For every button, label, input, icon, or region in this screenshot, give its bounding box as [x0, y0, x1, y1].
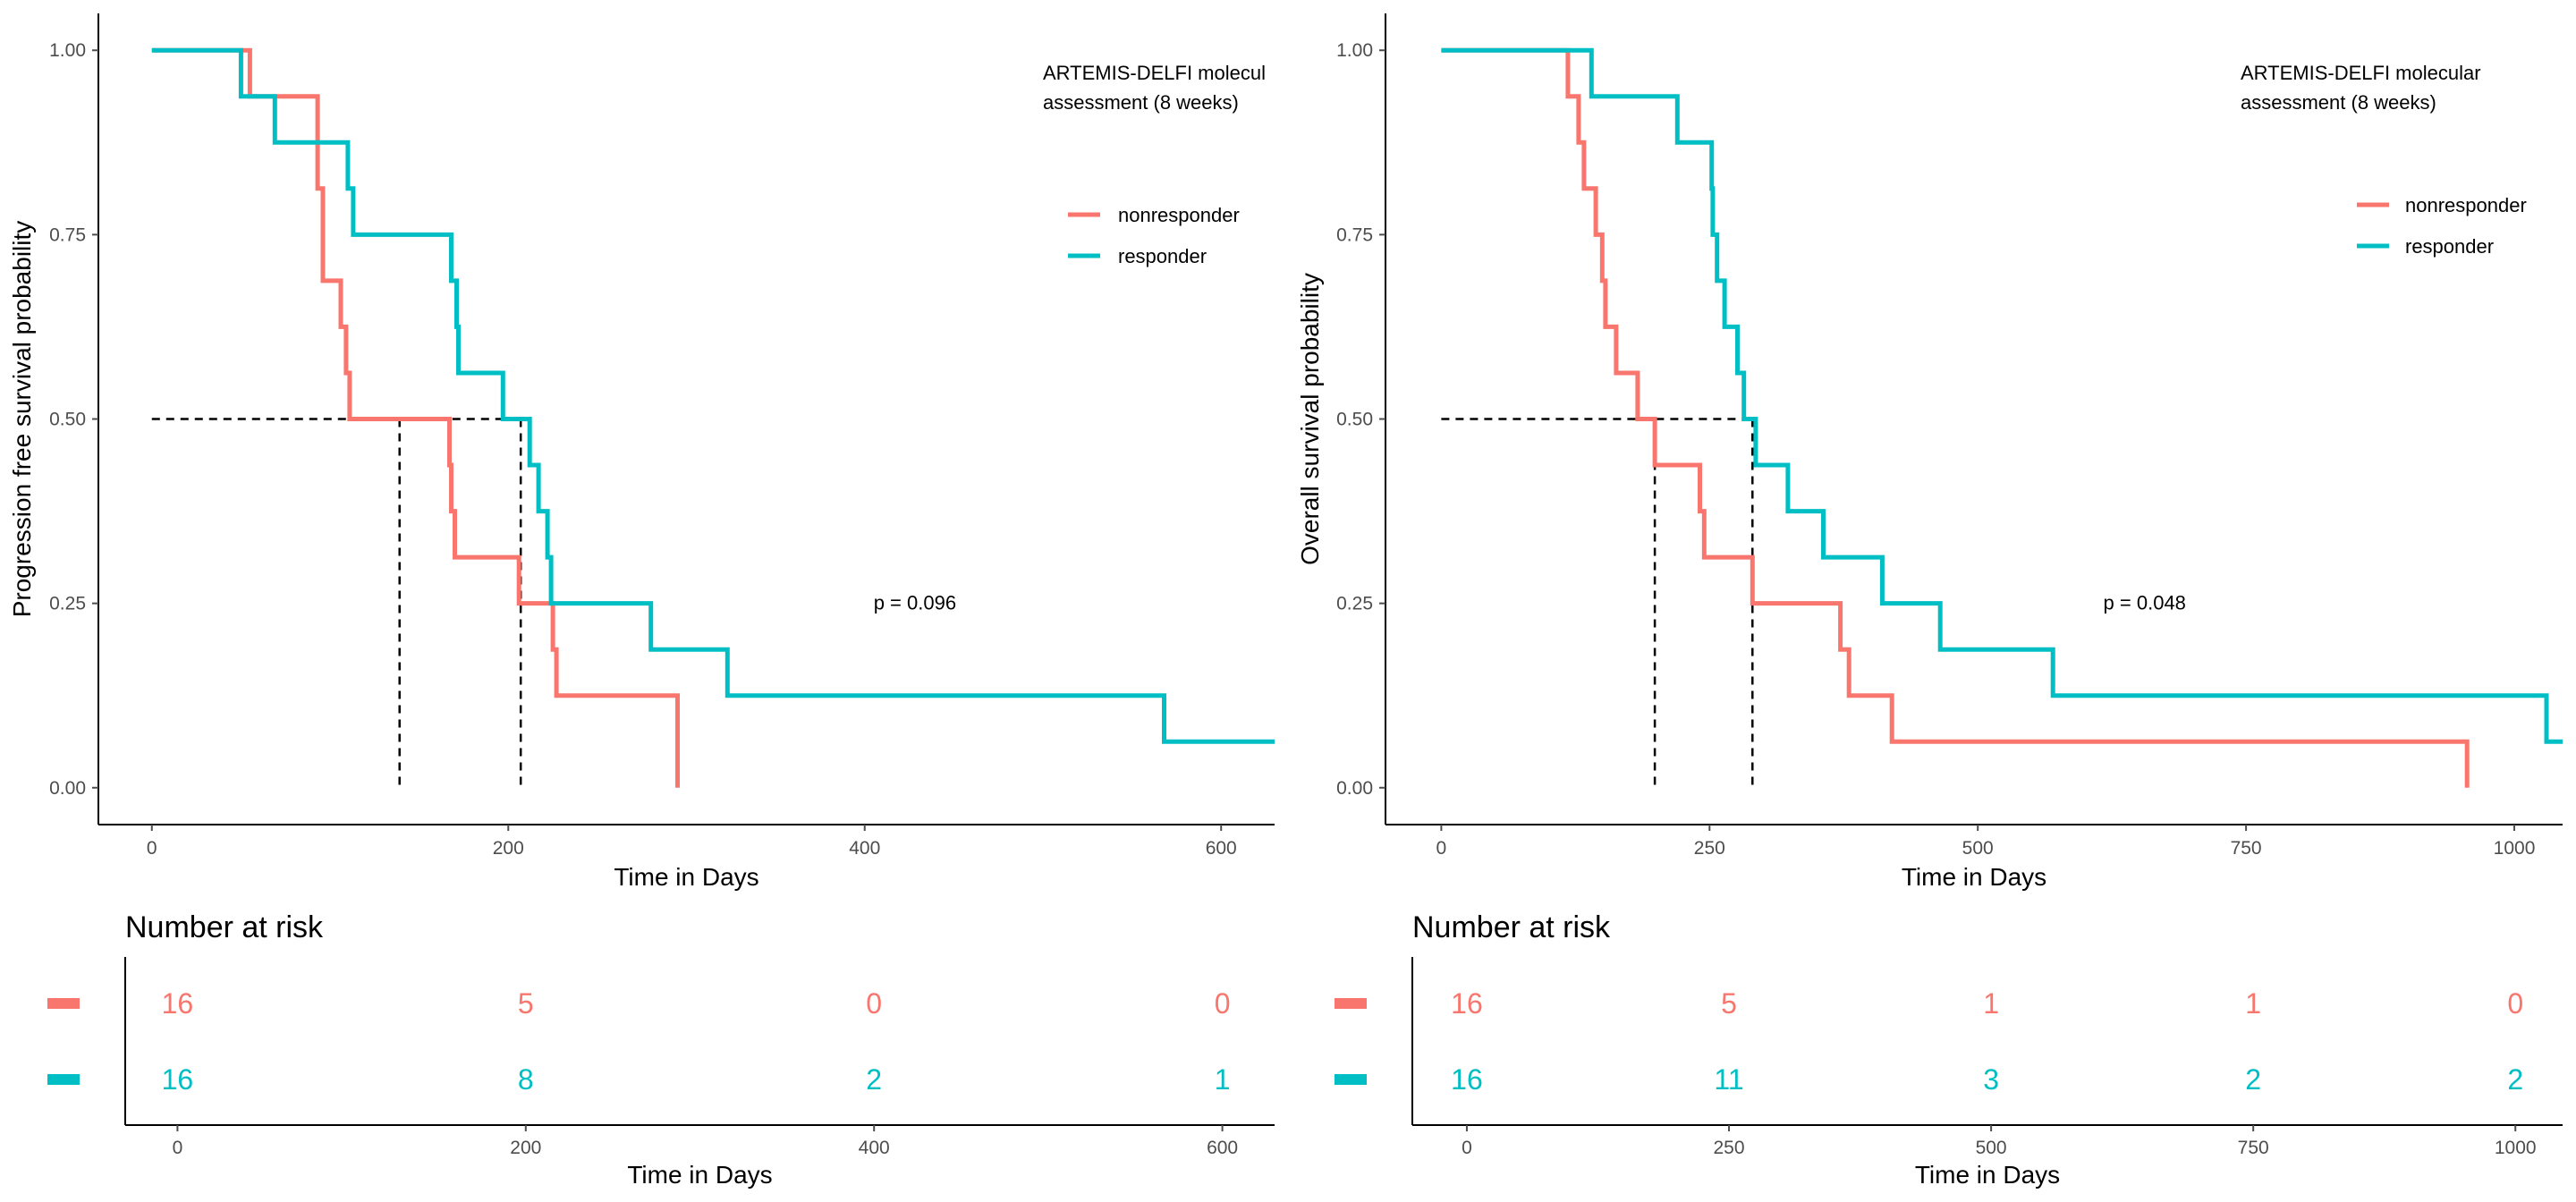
y-axis-title: Progression free survival probability: [8, 221, 36, 618]
legend-title: ARTEMIS-DELFI molecul: [1043, 62, 1266, 84]
risk-row-swatch-responder: [47, 1074, 80, 1085]
y-tick-label: 0.50: [49, 410, 86, 430]
risk-row-swatch-nonresponder: [1335, 998, 1367, 1009]
risk-table-title: Number at risk: [125, 910, 324, 944]
risk-x-tick-label: 400: [859, 1138, 890, 1158]
risk-count: 1: [1215, 1063, 1231, 1096]
x-tick-label: 0: [1436, 838, 1447, 859]
y-tick-label: 0.00: [49, 778, 86, 799]
risk-table-title: Number at risk: [1412, 910, 1611, 944]
legend-label-responder: responder: [1118, 245, 1207, 267]
y-tick-label: 0.50: [1336, 410, 1373, 430]
legend-title: ARTEMIS-DELFI molecular: [2241, 62, 2481, 84]
x-tick-label: 0: [147, 838, 157, 859]
risk-table-x-title: Time in Days: [1915, 1161, 2060, 1189]
p-value-label: p = 0.096: [874, 592, 956, 614]
p-value-label: p = 0.048: [2104, 592, 2186, 614]
x-tick-label: 400: [849, 838, 880, 859]
legend-label-responder: responder: [2405, 235, 2494, 258]
x-axis-title: Time in Days: [614, 863, 758, 891]
risk-x-tick-label: 0: [1462, 1138, 1472, 1158]
x-tick-label: 250: [1694, 838, 1725, 859]
x-tick-label: 750: [2231, 838, 2262, 859]
y-tick-label: 1.00: [49, 40, 86, 61]
risk-count: 2: [866, 1063, 882, 1096]
y-tick-label: 1.00: [1336, 40, 1373, 61]
legend-label-nonresponder: nonresponder: [1118, 204, 1240, 226]
risk-table-x-title: Time in Days: [627, 1161, 772, 1189]
risk-x-tick-label: 1000: [2495, 1138, 2537, 1158]
risk-row-swatch-nonresponder: [47, 998, 80, 1009]
risk-count: 16: [1451, 987, 1483, 1020]
risk-count: 16: [162, 987, 194, 1020]
risk-x-tick-label: 0: [173, 1138, 183, 1158]
curve-responder: [151, 47, 1275, 744]
risk-x-tick-label: 500: [1976, 1138, 2007, 1158]
risk-x-tick-label: 250: [1714, 1138, 1745, 1158]
curve-nonresponder: [1441, 47, 2470, 788]
risk-count: 2: [2507, 1063, 2523, 1096]
legend-title: assessment (8 weeks): [1043, 91, 1239, 114]
risk-count: 16: [162, 1063, 194, 1096]
legend-title: assessment (8 weeks): [2241, 91, 2436, 114]
y-tick-label: 0.25: [49, 594, 86, 614]
y-tick-label: 0.00: [1336, 778, 1373, 799]
risk-count: 0: [866, 987, 882, 1020]
risk-x-tick-label: 750: [2238, 1138, 2269, 1158]
risk-table-1: Number at risk 16 5 0 0 16 8 2 1 0 200 400 600 Time i…: [47, 910, 1275, 1189]
risk-count: 0: [2507, 987, 2523, 1020]
x-tick-label: 1000: [2494, 838, 2536, 859]
risk-count: 2: [2245, 1063, 2261, 1096]
risk-count: 16: [1451, 1063, 1483, 1096]
risk-count: 8: [518, 1063, 534, 1096]
risk-count: 5: [518, 987, 534, 1020]
x-tick-label: 600: [1206, 838, 1237, 859]
y-tick-label: 0.75: [49, 224, 86, 245]
curve-nonresponder: [151, 47, 680, 788]
curve-responder: [1441, 47, 2563, 744]
x-tick-label: 500: [1962, 838, 1994, 859]
risk-count: 5: [1721, 987, 1737, 1020]
legend-label-nonresponder: nonresponder: [2405, 194, 2527, 216]
risk-count: 3: [1983, 1063, 1999, 1096]
y-tick-label: 0.25: [1336, 594, 1373, 614]
y-axis-title: Overall survival probability: [1296, 273, 1324, 565]
risk-x-tick-label: 600: [1207, 1138, 1238, 1158]
risk-count: 1: [2245, 987, 2261, 1020]
x-tick-label: 200: [493, 838, 524, 859]
risk-count: 0: [1215, 987, 1231, 1020]
x-axis-title: Time in Days: [1902, 863, 2046, 891]
risk-row-swatch-responder: [1335, 1074, 1367, 1085]
risk-count: 1: [1983, 987, 1999, 1020]
y-tick-label: 0.75: [1336, 224, 1373, 245]
risk-count: 11: [1714, 1063, 1743, 1096]
risk-x-tick-label: 200: [510, 1138, 541, 1158]
